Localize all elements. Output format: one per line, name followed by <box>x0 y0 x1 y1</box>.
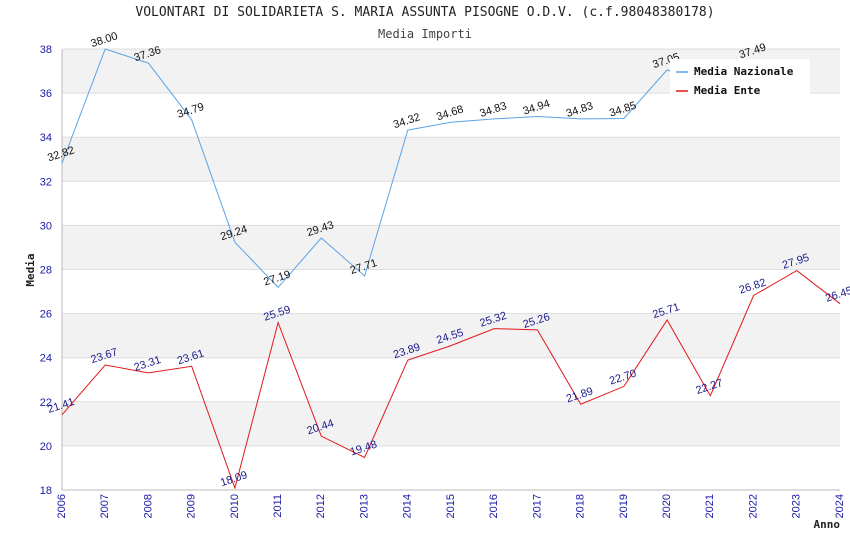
grid-band <box>62 313 840 358</box>
x-axis-ticks: 2006 2007 2008 2009 2010 2011 2012 2013 2014 2015… <box>56 494 846 518</box>
grid-band <box>62 137 840 182</box>
x-tick-label: 2023 <box>791 494 803 518</box>
grid-band <box>62 225 840 270</box>
data-label: 27.19 <box>262 269 292 289</box>
x-tick-label: 2019 <box>618 494 630 518</box>
legend-entry: Media Nazionale <box>694 65 794 78</box>
legend-entry: Media Ente <box>694 84 761 97</box>
gridlines <box>61 48 840 491</box>
y-tick-label: 20 <box>40 441 52 453</box>
y-tick-label: 36 <box>40 88 52 100</box>
y-tick-label: 38 <box>40 44 52 56</box>
legend: Media Nazionale Media Ente <box>670 59 810 99</box>
data-label: 22.70 <box>608 368 638 388</box>
y-tick-label: 24 <box>40 353 52 365</box>
data-label: 26.45 <box>824 285 850 305</box>
x-tick-label: 2009 <box>186 494 198 518</box>
x-tick-label: 2008 <box>142 494 154 518</box>
data-label: 34.83 <box>478 100 508 120</box>
y-tick-label: 30 <box>40 220 52 232</box>
chart-subtitle: Media Importi <box>378 27 472 41</box>
series-line-media-nazionale <box>61 48 754 289</box>
y-axis-ticks: 18 20 22 24 26 28 30 32 34 36 38 <box>40 44 52 497</box>
y-axis-label: Media <box>24 253 37 286</box>
x-tick-label: 2022 <box>747 494 759 518</box>
x-tick-label: 2020 <box>661 494 673 518</box>
chart-title: VOLONTARI DI SOLIDARIETA S. MARIA ASSUNT… <box>135 5 715 20</box>
x-tick-label: 2006 <box>56 494 68 518</box>
x-axis-label: Anno <box>814 518 841 531</box>
x-tick-label: 2007 <box>99 494 111 518</box>
data-label: 34.68 <box>435 103 465 123</box>
y-tick-label: 32 <box>40 176 52 188</box>
data-label: 26.82 <box>738 277 768 297</box>
series-lines <box>61 48 841 490</box>
y-tick-label: 28 <box>40 265 52 277</box>
x-tick-label: 2014 <box>402 494 414 518</box>
x-tick-label: 2021 <box>704 494 716 518</box>
y-tick-label: 18 <box>40 485 52 497</box>
x-tick-label: 2012 <box>315 494 327 518</box>
x-tick-label: 2018 <box>575 494 587 518</box>
x-tick-label: 2010 <box>229 494 241 518</box>
data-label: 34.85 <box>608 100 638 120</box>
y-tick-label: 22 <box>40 397 52 409</box>
data-label: 34.94 <box>522 98 552 118</box>
y-tick-label: 26 <box>40 309 52 321</box>
x-tick-label: 2017 <box>531 494 543 518</box>
data-label: 38.00 <box>89 30 119 50</box>
y-tick-label: 34 <box>40 132 52 144</box>
grid-band <box>62 401 840 446</box>
grid-bands <box>62 49 840 446</box>
x-tick-label: 2011 <box>272 494 284 518</box>
x-tick-label: 2016 <box>488 494 500 518</box>
legend-box <box>670 59 810 99</box>
x-tick-label: 2013 <box>358 494 370 518</box>
x-tick-label: 2015 <box>445 494 457 518</box>
data-label: 34.83 <box>565 100 595 120</box>
x-tick-label: 2024 <box>834 494 846 518</box>
series-line-media-ente <box>61 270 841 490</box>
